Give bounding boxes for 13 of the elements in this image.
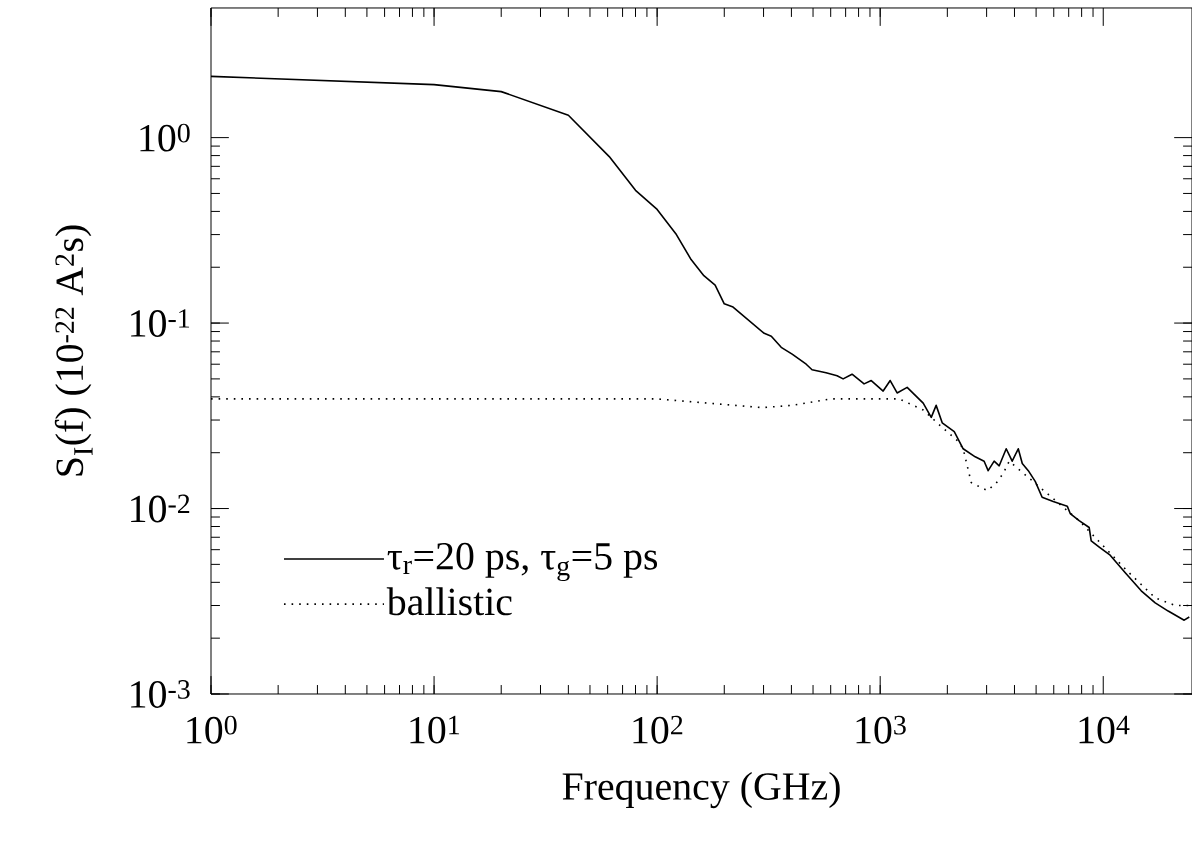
x-axis-title: Frequency (GHz) [562, 771, 840, 809]
x-tick-label: 10$^{3}$ [856, 715, 906, 744]
y-tick-label: 10$^{-1}$ [131, 309, 190, 337]
x-tick-label: 10$^{0}$ [187, 715, 237, 744]
x-tick-label: 10$^{2}$ [633, 715, 683, 744]
x-tick-label: 10$^{1}$ [410, 715, 460, 744]
legend-label: τ$_{r}$=20 ps, τ$_{g}$=5 ps [387, 542, 658, 582]
x-tick-label: 10$^{4}$ [1079, 715, 1130, 744]
legend-label: ballistic [386, 587, 512, 616]
y-tick-label: 10$^{-2}$ [131, 494, 190, 523]
y-tick-label: 10$^{-3}$ [131, 680, 190, 708]
y-tick-label: 10$^{0}$ [140, 123, 190, 152]
y-axis-title: S$_{I}$(f) (10$^{-22}$ A$^{2}$s) [54, 225, 93, 476]
